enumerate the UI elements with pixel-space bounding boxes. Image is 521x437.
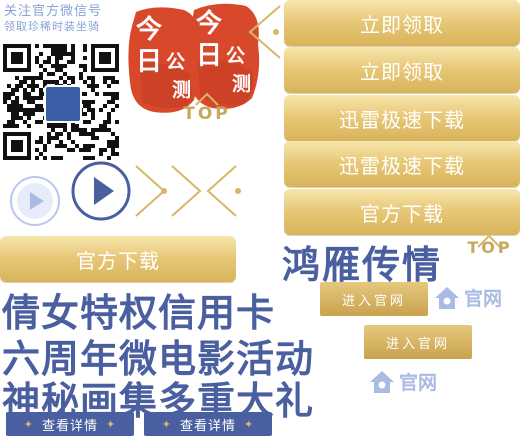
- chevron-up-icon: [477, 234, 501, 248]
- sparkle-icon: ✦: [106, 417, 117, 431]
- headline-anniversary-film: 六周年微电影活动: [2, 336, 315, 381]
- official-site-label: 官网: [399, 372, 438, 394]
- view-details-button[interactable]: ✦ 查看详情 ✦: [144, 412, 272, 436]
- back-to-top[interactable]: TOP: [467, 238, 513, 257]
- seal-char: 日: [196, 41, 222, 71]
- enter-site-button[interactable]: 进入官网: [364, 325, 472, 359]
- enter-site-button[interactable]: 进入官网: [320, 282, 428, 316]
- back-to-top[interactable]: TOP: [183, 104, 231, 124]
- seal-char: 日: [136, 47, 162, 77]
- today-public-test-seal[interactable]: 今 日 公 测: [126, 4, 202, 116]
- play-button[interactable]: [70, 160, 132, 222]
- seal-char: 今: [196, 8, 222, 39]
- claim-button[interactable]: 立即领取: [284, 0, 520, 46]
- qr-logo-icon: [44, 85, 82, 123]
- seal-char: 测: [172, 79, 191, 101]
- headline-letters: 鸿雁传情: [282, 242, 443, 287]
- qr-title: 关注官方微信号: [4, 4, 103, 19]
- official-download-button[interactable]: 官方下载: [0, 236, 236, 282]
- view-details-label: 查看详情: [179, 418, 236, 434]
- view-details-label: 查看详情: [41, 418, 98, 434]
- seal-char: 公: [166, 51, 185, 73]
- claim-button[interactable]: 立即领取: [284, 47, 520, 93]
- sparkle-icon: ✦: [244, 417, 255, 431]
- gold-ornament-icon: [135, 165, 241, 217]
- home-icon: [370, 370, 394, 393]
- gold-arrow-left-icon[interactable]: [244, 2, 284, 62]
- seal-char: 测: [232, 73, 251, 95]
- play-button-light[interactable]: [10, 176, 60, 226]
- seal-char: 今: [136, 14, 162, 45]
- official-site-label: 官网: [464, 288, 503, 310]
- view-details-button[interactable]: ✦ 查看详情 ✦: [6, 412, 134, 436]
- headline-credit-card: 倩女特权信用卡: [2, 290, 276, 335]
- today-public-test-seal[interactable]: 今 日 公 测: [186, 0, 262, 112]
- official-site-link[interactable]: 官网: [434, 284, 502, 311]
- sparkle-icon: ✦: [23, 417, 34, 431]
- home-icon: [435, 286, 459, 309]
- chevron-up-icon: [195, 92, 219, 106]
- official-download-button[interactable]: 官方下载: [284, 189, 520, 235]
- official-site-link[interactable]: 官网: [369, 368, 437, 395]
- seal-char: 公: [226, 45, 245, 67]
- play-icon: [17, 183, 53, 219]
- sparkle-icon: ✦: [161, 417, 172, 431]
- wechat-qr-code: [3, 44, 119, 160]
- xunlei-download-button[interactable]: 迅雷极速下载: [284, 95, 520, 141]
- qr-subtitle: 领取珍稀时装坐骑: [4, 20, 100, 33]
- xunlei-download-button[interactable]: 迅雷极速下载: [284, 141, 520, 187]
